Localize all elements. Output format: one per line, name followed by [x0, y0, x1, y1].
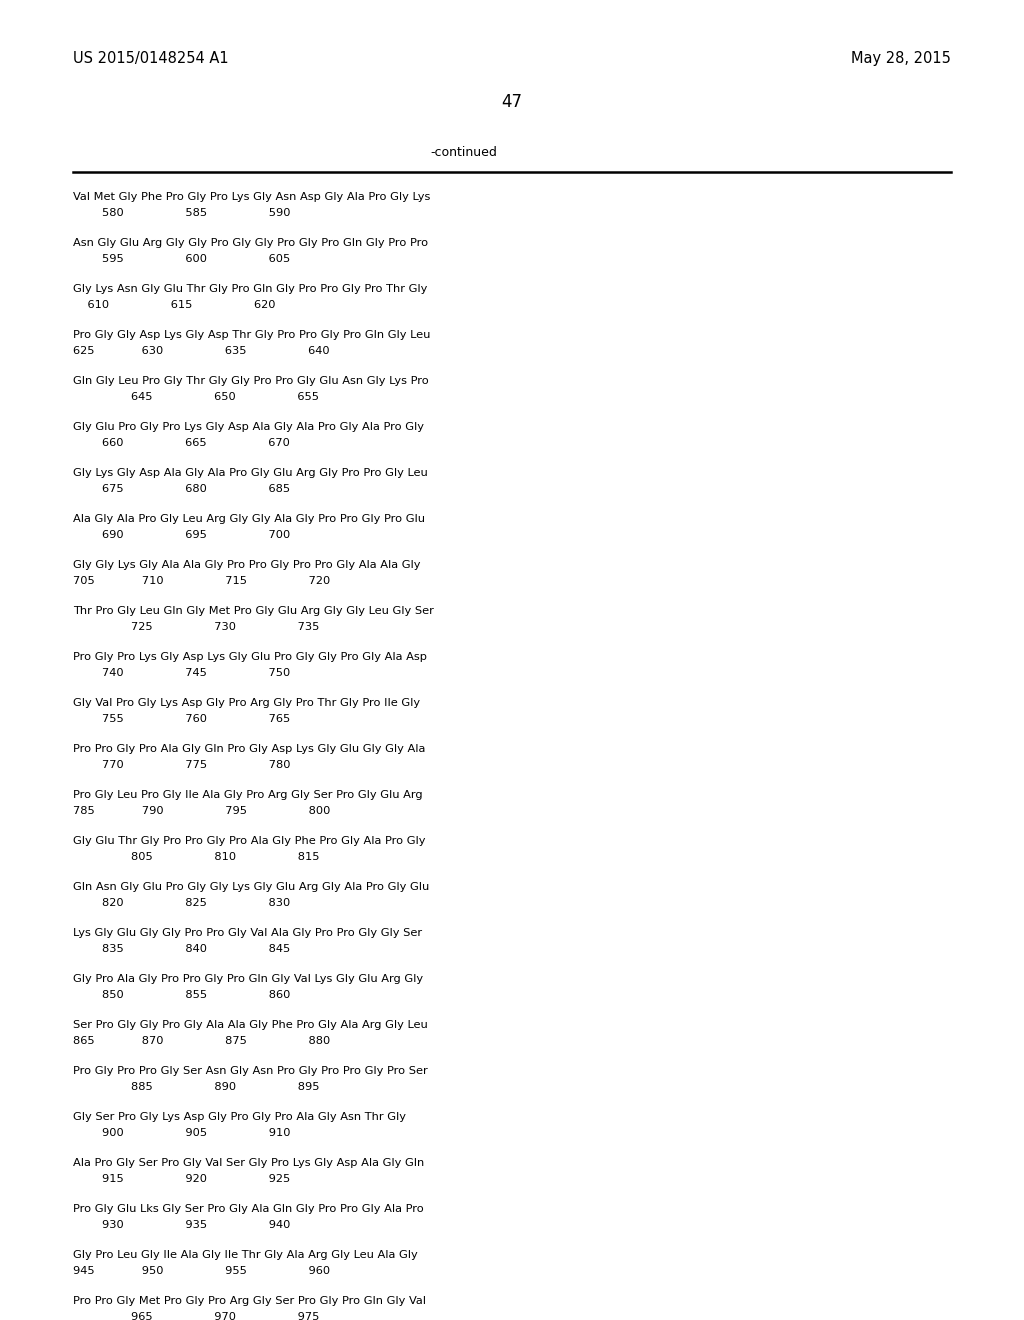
Text: 805                 810                 815: 805 810 815 [73, 851, 319, 862]
Text: 47: 47 [502, 92, 522, 111]
Text: Thr Pro Gly Leu Gln Gly Met Pro Gly Glu Arg Gly Gly Leu Gly Ser: Thr Pro Gly Leu Gln Gly Met Pro Gly Glu … [73, 606, 434, 616]
Text: 580                 585                 590: 580 585 590 [73, 209, 291, 218]
Text: Pro Gly Pro Pro Gly Ser Asn Gly Asn Pro Gly Pro Pro Gly Pro Ser: Pro Gly Pro Pro Gly Ser Asn Gly Asn Pro … [73, 1067, 428, 1076]
Text: Gly Gly Lys Gly Ala Ala Gly Pro Pro Gly Pro Pro Gly Ala Ala Gly: Gly Gly Lys Gly Ala Ala Gly Pro Pro Gly … [73, 560, 421, 570]
Text: Ala Pro Gly Ser Pro Gly Val Ser Gly Pro Lys Gly Asp Ala Gly Gln: Ala Pro Gly Ser Pro Gly Val Ser Gly Pro … [73, 1158, 424, 1168]
Text: US 2015/0148254 A1: US 2015/0148254 A1 [73, 50, 228, 66]
Text: 610                 615                 620: 610 615 620 [73, 300, 275, 310]
Text: May 28, 2015: May 28, 2015 [851, 50, 951, 66]
Text: 705             710                 715                 720: 705 710 715 720 [73, 576, 331, 586]
Text: Val Met Gly Phe Pro Gly Pro Lys Gly Asn Asp Gly Ala Pro Gly Lys: Val Met Gly Phe Pro Gly Pro Lys Gly Asn … [73, 191, 430, 202]
Text: Gly Glu Thr Gly Pro Pro Gly Pro Ala Gly Phe Pro Gly Ala Pro Gly: Gly Glu Thr Gly Pro Pro Gly Pro Ala Gly … [73, 836, 426, 846]
Text: 675                 680                 685: 675 680 685 [73, 484, 290, 494]
Text: Gly Lys Asn Gly Glu Thr Gly Pro Gln Gly Pro Pro Gly Pro Thr Gly: Gly Lys Asn Gly Glu Thr Gly Pro Gln Gly … [73, 284, 427, 294]
Text: Lys Gly Glu Gly Gly Pro Pro Gly Val Ala Gly Pro Pro Gly Gly Ser: Lys Gly Glu Gly Gly Pro Pro Gly Val Ala … [73, 928, 422, 939]
Text: 835                 840                 845: 835 840 845 [73, 944, 290, 954]
Text: 865             870                 875                 880: 865 870 875 880 [73, 1036, 331, 1045]
Text: 785             790                 795                 800: 785 790 795 800 [73, 807, 331, 816]
Text: 820                 825                 830: 820 825 830 [73, 898, 290, 908]
Text: 770                 775                 780: 770 775 780 [73, 760, 291, 770]
Text: 690                 695                 700: 690 695 700 [73, 531, 290, 540]
Text: Asn Gly Glu Arg Gly Gly Pro Gly Gly Pro Gly Pro Gln Gly Pro Pro: Asn Gly Glu Arg Gly Gly Pro Gly Gly Pro … [73, 238, 428, 248]
Text: Pro Gly Leu Pro Gly Ile Ala Gly Pro Arg Gly Ser Pro Gly Glu Arg: Pro Gly Leu Pro Gly Ile Ala Gly Pro Arg … [73, 789, 423, 800]
Text: Gly Pro Ala Gly Pro Pro Gly Pro Gln Gly Val Lys Gly Glu Arg Gly: Gly Pro Ala Gly Pro Pro Gly Pro Gln Gly … [73, 974, 423, 983]
Text: 725                 730                 735: 725 730 735 [73, 622, 319, 632]
Text: Pro Pro Gly Met Pro Gly Pro Arg Gly Ser Pro Gly Pro Gln Gly Val: Pro Pro Gly Met Pro Gly Pro Arg Gly Ser … [73, 1296, 426, 1305]
Text: Gly Glu Pro Gly Pro Lys Gly Asp Ala Gly Ala Pro Gly Ala Pro Gly: Gly Glu Pro Gly Pro Lys Gly Asp Ala Gly … [73, 422, 424, 432]
Text: 740                 745                 750: 740 745 750 [73, 668, 290, 678]
Text: Gln Gly Leu Pro Gly Thr Gly Gly Pro Pro Gly Glu Asn Gly Lys Pro: Gln Gly Leu Pro Gly Thr Gly Gly Pro Pro … [73, 376, 429, 385]
Text: Gly Val Pro Gly Lys Asp Gly Pro Arg Gly Pro Thr Gly Pro Ile Gly: Gly Val Pro Gly Lys Asp Gly Pro Arg Gly … [73, 698, 420, 708]
Text: Gln Asn Gly Glu Pro Gly Gly Lys Gly Glu Arg Gly Ala Pro Gly Glu: Gln Asn Gly Glu Pro Gly Gly Lys Gly Glu … [73, 882, 429, 892]
Text: Gly Pro Leu Gly Ile Ala Gly Ile Thr Gly Ala Arg Gly Leu Ala Gly: Gly Pro Leu Gly Ile Ala Gly Ile Thr Gly … [73, 1250, 418, 1261]
Text: Pro Gly Glu Lks Gly Ser Pro Gly Ala Gln Gly Pro Pro Gly Ala Pro: Pro Gly Glu Lks Gly Ser Pro Gly Ala Gln … [73, 1204, 424, 1214]
Text: Pro Pro Gly Pro Ala Gly Gln Pro Gly Asp Lys Gly Glu Gly Gly Ala: Pro Pro Gly Pro Ala Gly Gln Pro Gly Asp … [73, 744, 425, 754]
Text: 930                 935                 940: 930 935 940 [73, 1220, 291, 1230]
Text: 850                 855                 860: 850 855 860 [73, 990, 291, 1001]
Text: 885                 890                 895: 885 890 895 [73, 1082, 319, 1092]
Text: 915                 920                 925: 915 920 925 [73, 1173, 290, 1184]
Text: -continued: -continued [430, 145, 497, 158]
Text: 900                 905                 910: 900 905 910 [73, 1129, 291, 1138]
Text: Ala Gly Ala Pro Gly Leu Arg Gly Gly Ala Gly Pro Pro Gly Pro Glu: Ala Gly Ala Pro Gly Leu Arg Gly Gly Ala … [73, 513, 425, 524]
Text: 945             950                 955                 960: 945 950 955 960 [73, 1266, 330, 1276]
Text: Gly Lys Gly Asp Ala Gly Ala Pro Gly Glu Arg Gly Pro Pro Gly Leu: Gly Lys Gly Asp Ala Gly Ala Pro Gly Glu … [73, 469, 428, 478]
Text: Pro Gly Pro Lys Gly Asp Lys Gly Glu Pro Gly Gly Pro Gly Ala Asp: Pro Gly Pro Lys Gly Asp Lys Gly Glu Pro … [73, 652, 427, 663]
Text: 595                 600                 605: 595 600 605 [73, 253, 290, 264]
Text: Gly Ser Pro Gly Lys Asp Gly Pro Gly Pro Ala Gly Asn Thr Gly: Gly Ser Pro Gly Lys Asp Gly Pro Gly Pro … [73, 1111, 406, 1122]
Text: 660                 665                 670: 660 665 670 [73, 438, 290, 447]
Text: 965                 970                 975: 965 970 975 [73, 1312, 319, 1320]
Text: 625             630                 635                 640: 625 630 635 640 [73, 346, 330, 356]
Text: Pro Gly Gly Asp Lys Gly Asp Thr Gly Pro Pro Gly Pro Gln Gly Leu: Pro Gly Gly Asp Lys Gly Asp Thr Gly Pro … [73, 330, 430, 341]
Text: 755                 760                 765: 755 760 765 [73, 714, 290, 723]
Text: 645                 650                 655: 645 650 655 [73, 392, 319, 403]
Text: Ser Pro Gly Gly Pro Gly Ala Ala Gly Phe Pro Gly Ala Arg Gly Leu: Ser Pro Gly Gly Pro Gly Ala Ala Gly Phe … [73, 1020, 428, 1030]
